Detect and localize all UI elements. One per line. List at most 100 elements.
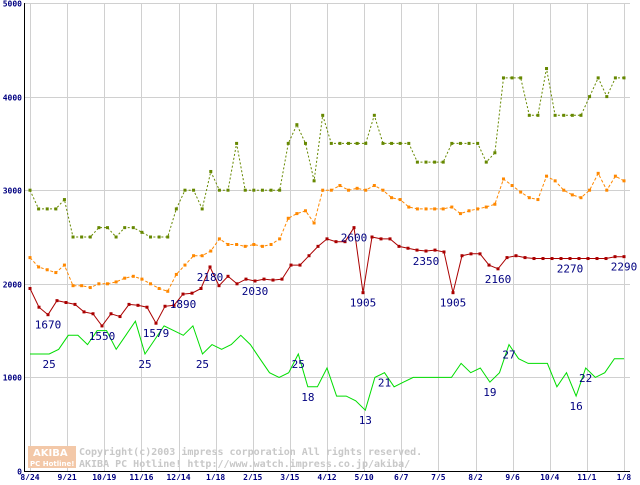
data-point-min: [145, 305, 149, 309]
y-tick-label: 4000: [3, 94, 22, 103]
x-tick-label: 8/24: [20, 473, 39, 480]
data-point-avg: [278, 237, 282, 241]
data-point-min: [604, 257, 608, 261]
data-point-max: [501, 76, 505, 80]
data-point-min: [415, 248, 419, 252]
data-point-max: [613, 76, 617, 80]
y-tick-label: 3000: [3, 187, 22, 196]
data-point-max: [140, 230, 144, 234]
data-point-max: [235, 141, 239, 145]
data-point-min: [568, 257, 572, 261]
data-point-min: [622, 255, 626, 259]
data-point-max: [441, 160, 445, 164]
data-point-min: [514, 254, 518, 258]
data-point-max: [28, 188, 32, 192]
data-point-max: [622, 76, 626, 80]
data-point-avg: [536, 198, 540, 202]
data-label-min: 1550: [89, 330, 116, 343]
data-point-avg: [192, 254, 196, 258]
data-label-shops: 22: [579, 372, 592, 385]
logo-box: [28, 446, 76, 468]
data-point-avg: [390, 196, 394, 200]
data-point-max: [200, 207, 204, 211]
data-point-min: [298, 263, 302, 267]
data-point-avg: [321, 188, 325, 192]
data-point-min: [172, 303, 176, 307]
data-point-min: [73, 302, 77, 306]
copyright-text: Copyright(c)2003 impress corporation All…: [79, 446, 422, 458]
data-point-min: [487, 263, 491, 267]
data-point-max: [80, 235, 84, 239]
data-point-avg: [312, 221, 316, 225]
data-point-min: [370, 235, 374, 239]
data-point-avg: [88, 286, 92, 290]
data-point-min: [91, 312, 95, 316]
x-tick-label: 6/7: [394, 473, 409, 480]
data-point-min: [253, 279, 257, 283]
data-point-max: [278, 188, 282, 192]
data-point-max: [484, 160, 488, 164]
data-point-avg: [286, 216, 290, 220]
data-label-shops: 19: [483, 386, 496, 399]
data-point-avg: [450, 205, 454, 209]
data-point-max: [398, 141, 402, 145]
data-point-min: [541, 257, 545, 261]
data-point-max: [467, 141, 471, 145]
data-point-max: [131, 226, 135, 230]
data-point-avg: [613, 174, 617, 178]
data-point-avg: [433, 207, 437, 211]
data-point-min: [280, 277, 284, 281]
data-point-max: [54, 207, 58, 211]
data-point-max: [166, 235, 170, 239]
data-point-avg: [545, 174, 549, 178]
data-point-max: [458, 141, 462, 145]
series-line-max: [29, 68, 624, 238]
data-point-max: [174, 207, 178, 211]
data-point-max: [596, 76, 600, 80]
data-point-max: [149, 235, 153, 239]
data-point-avg: [209, 249, 213, 253]
x-tick-label: 5/10: [354, 473, 373, 480]
data-label-min: 2600: [341, 232, 368, 245]
data-point-avg: [131, 274, 135, 278]
data-point-avg: [54, 271, 58, 275]
data-point-avg: [243, 244, 247, 248]
data-point-min: [460, 254, 464, 258]
data-point-max: [329, 141, 333, 145]
data-point-min: [397, 244, 401, 248]
x-tick-label: 8/2: [468, 473, 483, 480]
data-point-min: [82, 310, 86, 314]
data-point-min: [163, 304, 167, 308]
data-point-avg: [303, 209, 307, 213]
data-point-max: [209, 169, 213, 173]
data-point-max: [97, 226, 101, 230]
data-point-avg: [372, 184, 376, 188]
data-label-min: 1579: [143, 327, 170, 340]
data-label-shops: 25: [138, 358, 151, 371]
data-point-min: [226, 274, 230, 278]
data-point-min: [208, 265, 212, 269]
x-tick-label: 12/14: [166, 473, 190, 480]
data-label-min: 1905: [440, 297, 467, 310]
data-point-min: [577, 257, 581, 261]
data-point-min: [550, 257, 554, 261]
data-point-max: [605, 95, 609, 99]
data-point-avg: [579, 196, 583, 200]
data-point-max: [295, 123, 299, 127]
data-point-avg: [37, 265, 41, 269]
data-point-max: [415, 160, 419, 164]
data-point-max: [510, 76, 514, 80]
data-point-avg: [295, 212, 299, 216]
data-point-avg: [364, 188, 368, 192]
series-layer: [28, 67, 626, 412]
data-point-max: [88, 235, 92, 239]
data-point-max: [519, 76, 523, 80]
data-point-min: [100, 324, 104, 328]
data-point-min: [262, 277, 266, 281]
data-point-min: [307, 254, 311, 258]
data-point-min: [505, 256, 509, 260]
data-point-max: [157, 235, 161, 239]
data-point-avg: [252, 242, 256, 246]
data-point-avg: [140, 277, 144, 281]
